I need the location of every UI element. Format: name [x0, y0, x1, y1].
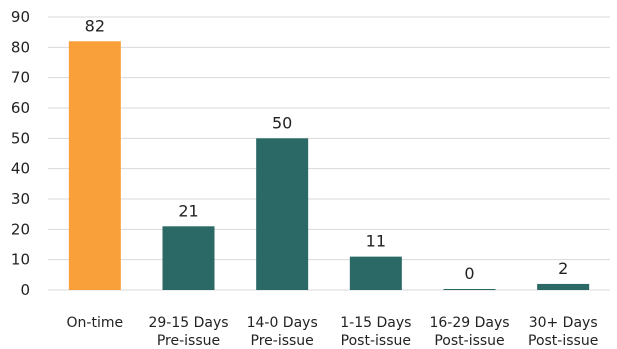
x-axis-categories: On-time 29-15 Days Pre-issue 14-0 Days Pre-i… [67, 315, 599, 349]
x-category-label: On-time [67, 315, 124, 331]
bar [443, 289, 496, 290]
y-tick-label: 60 [11, 99, 30, 117]
x-category-label: 14-0 Days Pre-issue [247, 315, 318, 349]
y-tick-label: 70 [11, 69, 30, 87]
x-category-label-line: Post-issue [434, 333, 504, 349]
y-tick-label: 40 [11, 160, 30, 178]
bar [256, 138, 309, 290]
y-tick-label: 80 [11, 38, 30, 56]
y-tick-label: 50 [11, 129, 30, 147]
x-category-label-line: 14-0 Days [247, 315, 318, 331]
x-category-label: 29-15 Days Pre-issue [148, 315, 228, 349]
x-category-label-line: 1-15 Days [340, 315, 411, 331]
data-label: 2 [558, 259, 568, 278]
y-tick-label: 90 [11, 8, 30, 26]
data-label: 50 [272, 113, 292, 132]
y-tick-label: 20 [11, 220, 30, 238]
x-category-label: 16-29 Days Post-issue [429, 315, 509, 349]
x-category-label-line: Pre-issue [251, 333, 314, 349]
data-label: 11 [366, 232, 386, 251]
bar [537, 283, 590, 290]
y-tick-label: 10 [11, 251, 30, 269]
x-category-label: 30+ Days Post-issue [528, 315, 598, 349]
x-category-label-line: On-time [67, 315, 124, 331]
x-category-label-line: 29-15 Days [148, 315, 228, 331]
data-label: 82 [85, 16, 105, 35]
data-labels: 82 21 50 11 0 2 [85, 16, 569, 283]
x-category-label-line: Post-issue [341, 333, 411, 349]
x-category-label-line: 16-29 Days [429, 315, 509, 331]
gridlines [48, 16, 610, 291]
bars [68, 41, 590, 291]
x-category-label: 1-15 Days Post-issue [340, 315, 411, 349]
bar [162, 226, 215, 290]
bar [349, 256, 402, 290]
y-axis-ticks: 0 10 20 30 40 50 60 70 80 90 [11, 8, 30, 299]
bar [68, 41, 121, 291]
x-category-label-line: Post-issue [528, 333, 598, 349]
data-label: 21 [178, 201, 198, 220]
y-tick-label: 0 [20, 281, 30, 299]
x-category-label-line: Pre-issue [157, 333, 220, 349]
y-tick-label: 30 [11, 190, 30, 208]
data-label: 0 [464, 264, 474, 283]
x-category-label-line: 30+ Days [529, 315, 598, 331]
